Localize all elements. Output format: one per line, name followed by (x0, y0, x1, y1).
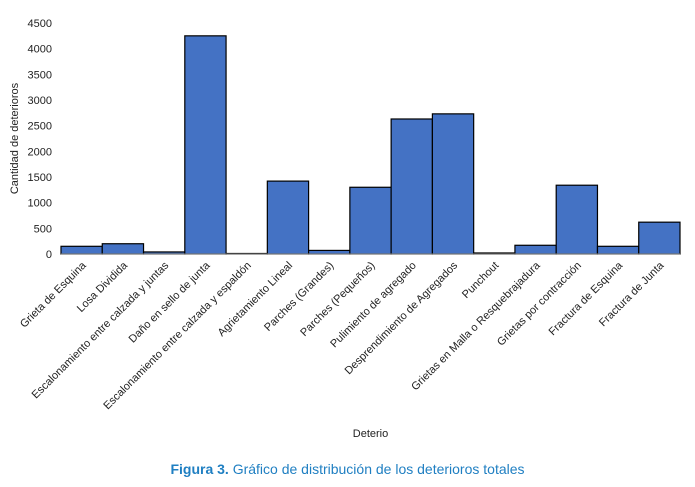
x-tick-label: Grieta de Esquina (18, 259, 89, 330)
y-axis-ticks: 0 500 1000 1500 2000 2500 3000 3500 4000 4500 (28, 18, 52, 261)
bars (60, 35, 681, 255)
bar (184, 35, 227, 255)
bar (555, 184, 599, 255)
x-tick-label: Grietas por contracción (495, 260, 584, 349)
x-tick-label: Escalonamiento entre calzada y espaldón (101, 260, 253, 412)
y-tick-label: 1000 (28, 198, 52, 210)
y-tick-label: 4000 (28, 44, 52, 56)
caption-text: Gráfico de distribución de los deterioro… (232, 461, 525, 477)
x-tick-label: Agrietamiento Lineal (216, 260, 295, 339)
bar (60, 245, 103, 255)
x-tick-label: Daño en sello de junta (127, 259, 214, 346)
bar (596, 245, 640, 255)
y-tick-label: 2000 (28, 146, 52, 158)
bar (638, 221, 681, 255)
bar (101, 243, 145, 255)
caption-label: Figura 3. (170, 461, 229, 477)
y-tick-label: 3000 (28, 95, 52, 107)
x-tick-label: Parches (Grandes) (262, 260, 336, 334)
x-axis-title: Deterio (353, 428, 388, 440)
y-tick-label: 2500 (28, 121, 52, 133)
y-axis-title: Cantidad de deterioros (9, 82, 21, 194)
x-tick-label: Punchout (460, 260, 501, 301)
bar-chart: 0 500 1000 1500 2000 2500 3000 3500 4000 4500 Gri… (9, 18, 681, 440)
figure-caption: Figura 3. Gráfico de distribución de los… (0, 461, 695, 477)
bar (266, 180, 310, 255)
bar (514, 244, 557, 255)
y-tick-label: 0 (46, 249, 52, 261)
bar (390, 118, 433, 255)
y-tick-label: 3500 (28, 69, 52, 81)
y-tick-label: 1500 (28, 172, 52, 184)
bar (308, 249, 351, 255)
y-tick-label: 500 (34, 223, 52, 235)
y-tick-label: 4500 (28, 18, 52, 30)
x-tick-label: Parches (Pequeños) (298, 260, 377, 339)
bar (431, 113, 475, 255)
x-tick-label: Fractura de Esquina (547, 259, 626, 338)
bar (349, 186, 392, 255)
